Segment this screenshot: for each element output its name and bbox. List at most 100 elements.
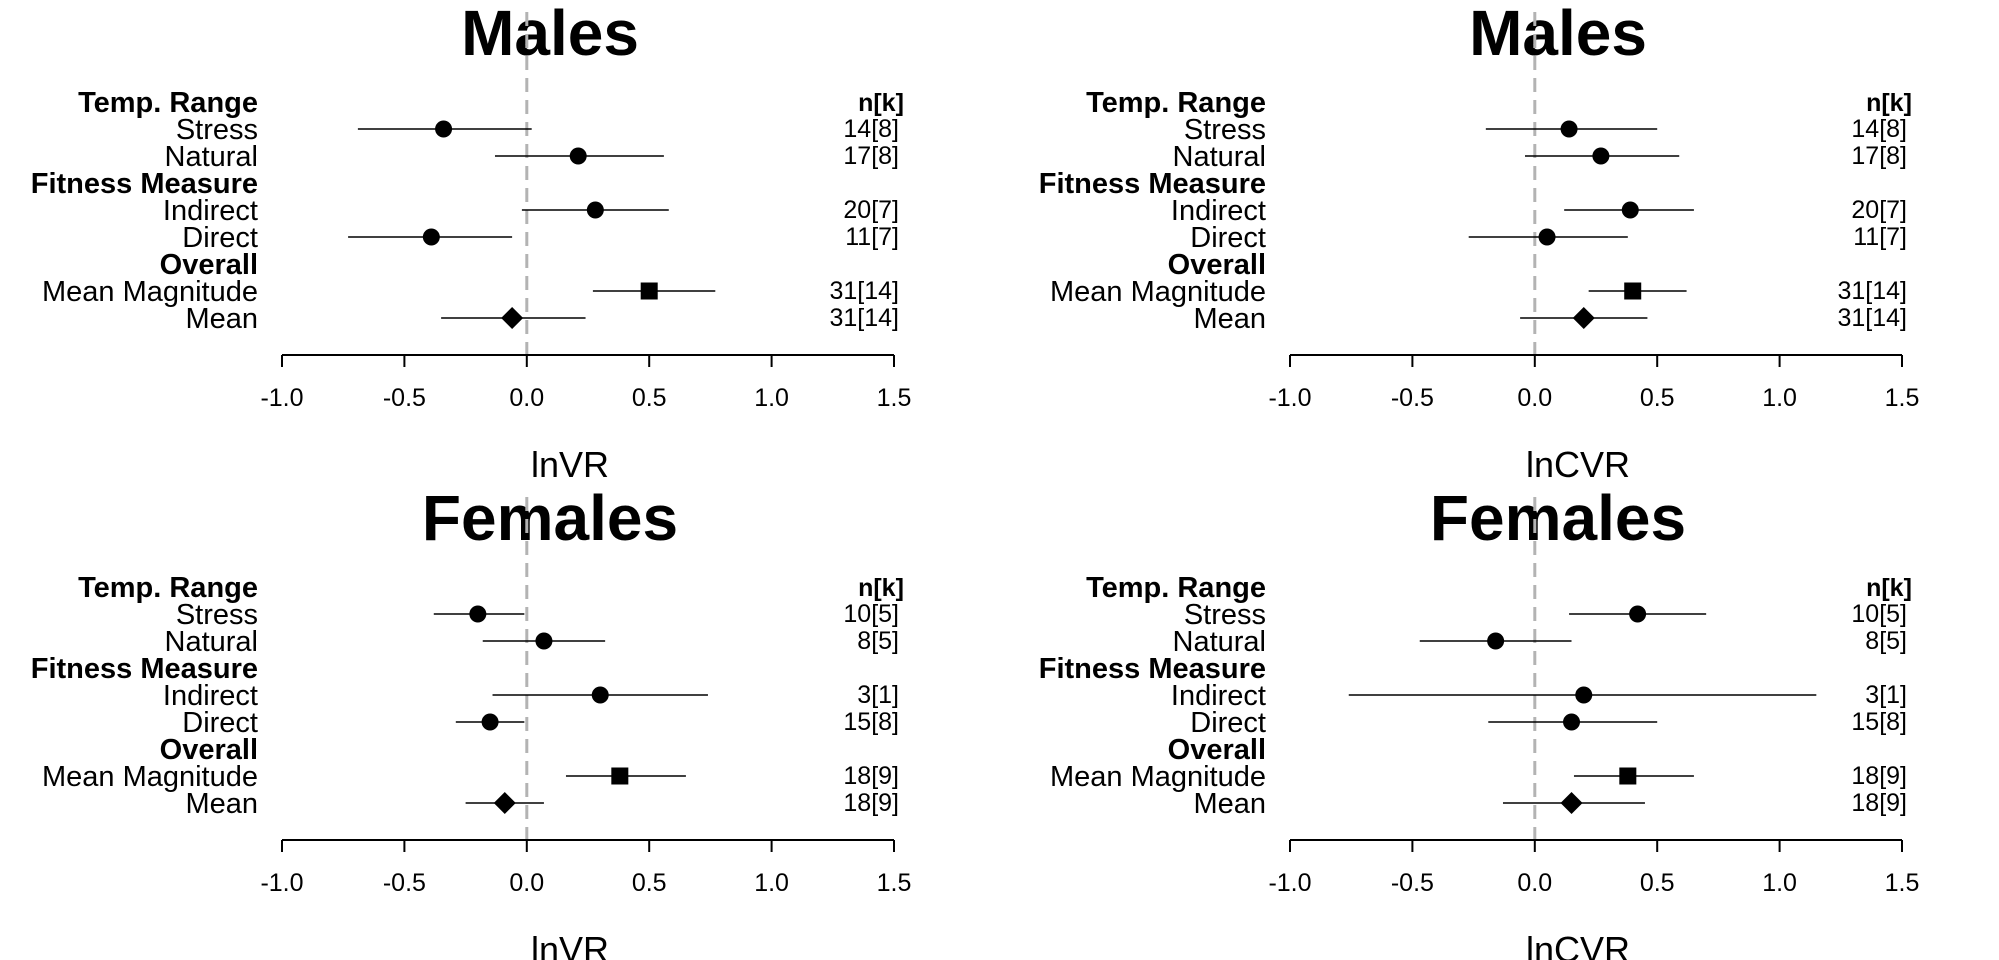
row-label: Natural <box>1173 626 1267 658</box>
row-label: Indirect <box>1171 195 1266 227</box>
x-tick-label: -1.0 <box>1268 869 1311 897</box>
n-column-header: n[k] <box>1866 574 1912 602</box>
x-axis-title: lnVR <box>531 444 609 485</box>
n-k-label: 20[7] <box>843 196 899 224</box>
x-tick-label: 1.5 <box>877 869 912 897</box>
x-tick-label: 0.5 <box>1640 384 1675 412</box>
point-estimate-circle <box>481 713 499 731</box>
row-label: Stress <box>176 599 258 631</box>
group-header-label: Fitness Measure <box>1039 168 1266 200</box>
row-label: Stress <box>176 114 258 146</box>
row-label: Natural <box>1173 141 1267 173</box>
point-estimate-circle <box>469 605 487 623</box>
group-header-label: Temp. Range <box>78 572 258 604</box>
row-label: Direct <box>182 222 258 254</box>
group-header-label: Overall <box>1168 734 1266 766</box>
group-header-label: Overall <box>160 249 258 281</box>
x-tick-label: 0.0 <box>509 384 544 412</box>
n-k-label: 18[9] <box>1851 789 1907 817</box>
row-label: Natural <box>165 626 259 658</box>
n-k-label: 10[5] <box>1851 600 1907 628</box>
row-label: Mean <box>1193 788 1266 820</box>
point-estimate-circle <box>586 201 604 219</box>
x-tick-label: 1.5 <box>1885 869 1920 897</box>
row-label: Stress <box>1184 599 1266 631</box>
n-k-label: 3[1] <box>1865 681 1907 709</box>
x-tick-label: 0.0 <box>1517 384 1552 412</box>
n-column-header: n[k] <box>858 89 904 117</box>
x-axis-title: lnCVR <box>1526 444 1630 485</box>
point-estimate-circle <box>1560 120 1578 138</box>
row-label: Mean <box>185 788 258 820</box>
n-k-label: 20[7] <box>1851 196 1907 224</box>
point-estimate-circle <box>1487 632 1505 650</box>
x-tick-label: -0.5 <box>383 869 426 897</box>
n-k-label: 10[5] <box>843 600 899 628</box>
x-tick-label: 1.5 <box>1885 384 1920 412</box>
group-header-label: Overall <box>160 734 258 766</box>
x-tick-label: -1.0 <box>260 384 303 412</box>
point-estimate-circle <box>1621 201 1639 219</box>
n-k-label: 31[14] <box>1837 277 1907 305</box>
row-label: Mean Magnitude <box>1050 276 1266 308</box>
row-label: Mean <box>1193 303 1266 335</box>
point-estimate-square <box>1624 282 1642 300</box>
point-estimate-square <box>611 767 629 785</box>
row-label: Direct <box>1190 707 1266 739</box>
row-label: Direct <box>182 707 258 739</box>
panel-title: Males <box>1469 0 1647 69</box>
x-tick-label: -0.5 <box>1391 384 1434 412</box>
n-k-label: 18[9] <box>843 762 899 790</box>
point-estimate-circle <box>591 686 609 704</box>
n-k-label: 8[5] <box>857 627 899 655</box>
row-label: Mean Magnitude <box>42 761 258 793</box>
n-k-label: 11[7] <box>1853 223 1907 251</box>
n-k-label: 15[8] <box>1851 708 1907 736</box>
row-label: Stress <box>1184 114 1266 146</box>
n-k-label: 31[14] <box>829 277 899 305</box>
n-k-label: 14[8] <box>1851 115 1907 143</box>
n-k-label: 17[8] <box>843 142 899 170</box>
point-estimate-circle <box>569 147 587 165</box>
row-label: Indirect <box>163 195 258 227</box>
n-k-label: 14[8] <box>843 115 899 143</box>
row-label: Indirect <box>1171 680 1266 712</box>
x-tick-label: -1.0 <box>260 869 303 897</box>
row-label: Natural <box>165 141 259 173</box>
n-column-header: n[k] <box>858 574 904 602</box>
point-estimate-diamond <box>1560 792 1583 814</box>
point-estimate-circle <box>422 228 440 246</box>
n-k-label: 11[7] <box>845 223 899 251</box>
group-header-label: Fitness Measure <box>1039 653 1266 685</box>
group-header-label: Fitness Measure <box>31 653 258 685</box>
point-estimate-circle <box>1592 147 1610 165</box>
x-axis-title: lnVR <box>531 929 609 960</box>
group-header-label: Temp. Range <box>1086 87 1266 119</box>
group-header-label: Temp. Range <box>78 87 258 119</box>
x-tick-label: 0.5 <box>632 869 667 897</box>
x-tick-label: -0.5 <box>383 384 426 412</box>
n-k-label: 31[14] <box>829 304 899 332</box>
row-label: Mean Magnitude <box>42 276 258 308</box>
x-tick-label: 1.0 <box>1762 384 1797 412</box>
point-estimate-square <box>640 282 658 300</box>
row-label: Mean <box>185 303 258 335</box>
row-label: Indirect <box>163 680 258 712</box>
point-estimate-circle <box>535 632 553 650</box>
n-k-label: 31[14] <box>1837 304 1907 332</box>
point-estimate-circle <box>1538 228 1556 246</box>
n-k-label: 18[9] <box>843 789 899 817</box>
row-label: Direct <box>1190 222 1266 254</box>
group-header-label: Temp. Range <box>1086 572 1266 604</box>
n-k-label: 8[5] <box>1865 627 1907 655</box>
point-estimate-diamond <box>501 307 524 329</box>
x-tick-label: 1.0 <box>1762 869 1797 897</box>
group-header-label: Overall <box>1168 249 1266 281</box>
x-axis-title: lnCVR <box>1526 929 1630 960</box>
x-tick-label: 1.0 <box>754 869 789 897</box>
x-tick-label: -0.5 <box>1391 869 1434 897</box>
